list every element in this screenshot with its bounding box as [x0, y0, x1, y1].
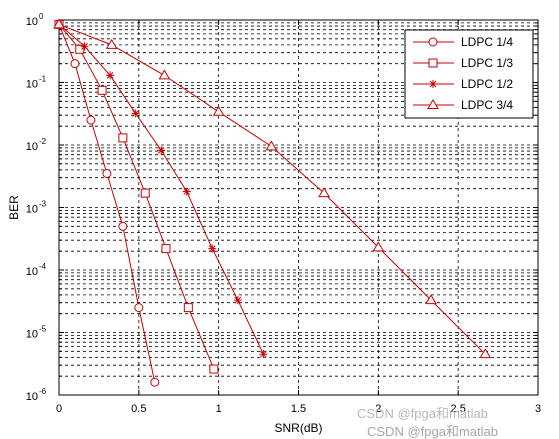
data-point: [118, 133, 128, 143]
data-point: [259, 350, 268, 359]
series: [53, 18, 492, 387]
x-tick-label: 0.5: [131, 403, 146, 415]
data-point: [105, 38, 118, 49]
x-tick-labels: 0 0.5 1 1.5 2 2.5 3: [56, 403, 541, 415]
data-point: [134, 303, 144, 313]
star-marker-stroke: [234, 296, 242, 304]
y-tick-label: 10 -6: [26, 387, 47, 403]
data-point: [118, 221, 128, 231]
axis-ticks: [58, 20, 539, 395]
y-tick-label-exponent: -6: [39, 387, 47, 396]
data-point: [131, 109, 140, 118]
legend-entry: LDPC 3/4: [413, 98, 513, 112]
x-tick-label: 3: [535, 403, 541, 415]
legend-label: LDPC 1/2: [461, 77, 513, 91]
star-marker-stroke: [132, 110, 139, 117]
data-point: [265, 140, 278, 151]
data-point: [161, 244, 171, 254]
x-tick-label: 1: [216, 403, 222, 415]
data-point: [209, 364, 219, 374]
y-tick-label: 10 -1: [26, 75, 47, 91]
y-tick-label-exponent: -2: [39, 137, 47, 146]
legend-label: LDPC 1/4: [461, 35, 513, 49]
x-tick-label: 2: [375, 403, 381, 415]
data-point: [233, 296, 242, 305]
data-point: [140, 188, 150, 198]
y-tick-label: 10 -3: [26, 200, 47, 216]
y-tick-label-exponent: -5: [39, 325, 47, 334]
data-point: [479, 348, 492, 359]
data-point: [208, 244, 217, 253]
data-point: [212, 105, 225, 116]
star-marker-stroke: [208, 245, 216, 252]
y-tick-label-base: 10: [26, 329, 38, 341]
y-tick-label-exponent: -1: [39, 75, 47, 84]
data-point: [372, 241, 385, 252]
x-tick-label: 1.5: [291, 403, 306, 415]
data-point: [157, 146, 166, 155]
legend-entry: LDPC 1/2: [413, 77, 513, 91]
star-marker-stroke: [429, 80, 437, 88]
data-point: [80, 42, 89, 51]
y-tick-label-base: 10: [26, 16, 38, 28]
data-point: [318, 187, 330, 198]
x-tick-label: 0: [56, 403, 62, 415]
series-line: [58, 24, 215, 370]
y-axis-title: BER: [7, 195, 21, 220]
legend-entry: LDPC 1/4: [413, 35, 513, 49]
legend: LDPC 1/4 LDPC 1/3 LDPC 1/2 LDPC 3/4: [404, 29, 534, 119]
legend-marker: [428, 58, 438, 68]
watermark-text: CSDN @fpga和matlab: [357, 406, 488, 421]
y-tick-label-base: 10: [26, 141, 38, 153]
star-marker-stroke: [157, 147, 165, 154]
legend-marker: [428, 37, 438, 47]
y-tick-label-base: 10: [26, 391, 38, 403]
y-tick-label-exponent: -3: [39, 200, 47, 209]
data-point: [102, 168, 112, 178]
data-point: [97, 85, 107, 95]
data-point: [75, 44, 85, 54]
y-tick-label: 10 0: [26, 12, 44, 28]
data-point: [106, 71, 115, 80]
data-point: [150, 377, 160, 387]
data-point: [183, 303, 193, 313]
y-tick-label: 10 -2: [26, 137, 47, 153]
x-tick-label: 2.5: [451, 403, 466, 415]
star-marker-stroke: [183, 188, 191, 195]
star-marker-stroke: [260, 350, 267, 358]
x-axis-title: SNR(dB): [274, 421, 322, 435]
data-point: [86, 115, 96, 125]
legend-entry: LDPC 1/3: [413, 56, 513, 70]
legend-marker: [427, 99, 439, 109]
star-marker-stroke: [106, 72, 114, 79]
legend-marker: [429, 80, 437, 88]
y-tick-label: 10 -4: [26, 262, 47, 278]
y-tick-label-exponent: 0: [39, 12, 44, 21]
watermark-text-secondary: CSDN @fpga和matlab: [367, 424, 498, 439]
y-tick-label: 10 -5: [26, 325, 47, 341]
data-point: [53, 18, 65, 29]
data-point: [70, 59, 80, 69]
legend-label: LDPC 1/3: [461, 56, 513, 70]
y-tick-label-base: 10: [26, 204, 38, 216]
y-tick-label-exponent: -4: [39, 262, 47, 271]
series-triangle: [53, 18, 492, 359]
star-marker-stroke: [81, 42, 88, 50]
data-point: [425, 294, 437, 305]
y-tick-label-base: 10: [26, 266, 38, 278]
data-point: [158, 69, 171, 80]
legend-label: LDPC 3/4: [461, 98, 513, 112]
data-point: [182, 187, 191, 196]
y-tick-label-base: 10: [26, 79, 38, 91]
legend-box: [404, 29, 534, 119]
